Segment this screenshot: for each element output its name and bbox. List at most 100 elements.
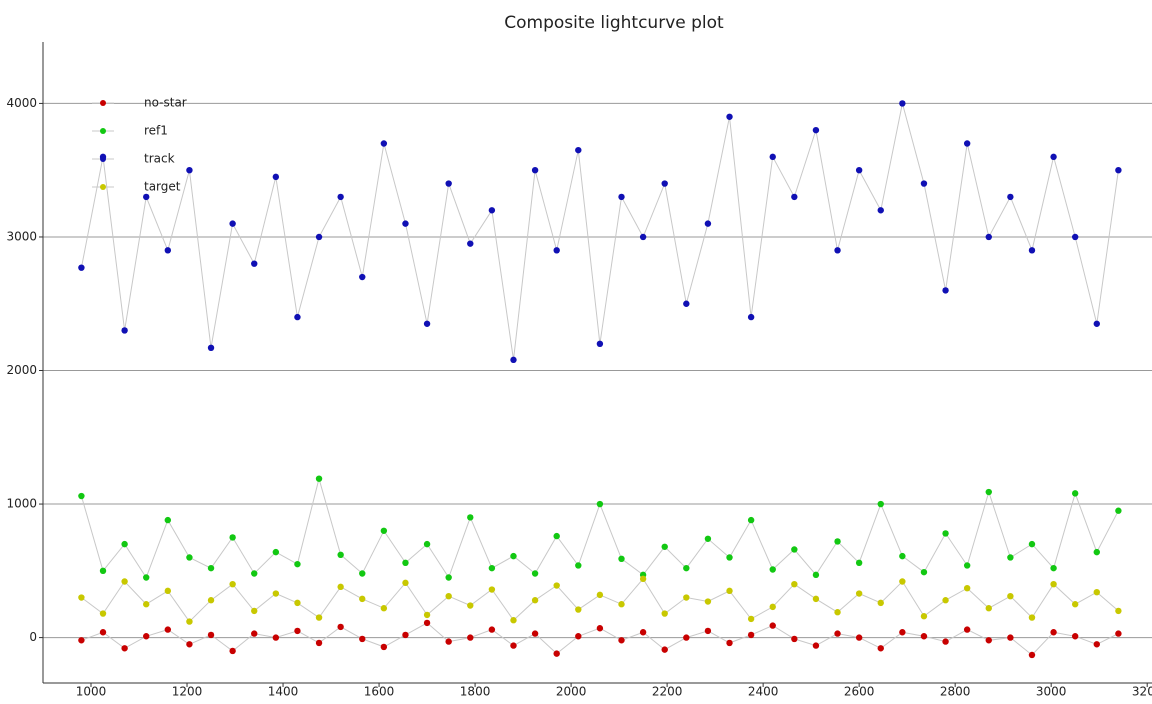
point: [143, 193, 150, 201]
point: [920, 180, 928, 187]
y-tick-label: 4000: [6, 96, 37, 110]
point: [207, 344, 215, 352]
point: [402, 579, 409, 587]
point: [661, 646, 668, 653]
point: [985, 637, 992, 644]
point: [315, 233, 323, 241]
point: [143, 633, 150, 640]
point: [1007, 193, 1014, 201]
point: [639, 575, 647, 583]
point: [445, 574, 452, 581]
chart-title: Composite lightcurve plot: [504, 13, 724, 33]
point: [423, 611, 431, 619]
point: [920, 633, 928, 640]
point: [121, 540, 128, 548]
point: [78, 637, 85, 644]
point: [143, 574, 150, 581]
point: [488, 207, 496, 214]
point: [186, 618, 193, 625]
point: [1028, 614, 1036, 621]
point: [834, 538, 841, 545]
point: [942, 530, 949, 537]
point: [963, 140, 971, 147]
legend-marker: [100, 156, 106, 162]
point: [618, 637, 625, 644]
point: [488, 586, 496, 593]
point: [704, 535, 712, 542]
point: [315, 639, 323, 647]
point: [553, 247, 560, 254]
point: [942, 597, 949, 604]
point: [942, 638, 949, 645]
point: [143, 601, 150, 608]
point: [251, 260, 258, 267]
point: [380, 140, 388, 147]
point: [726, 639, 733, 647]
x-tick-label: 1400: [268, 685, 299, 699]
point: [99, 629, 107, 636]
point: [294, 627, 301, 635]
point: [704, 627, 712, 635]
point: [877, 500, 884, 508]
x-tick-label: 1800: [460, 685, 491, 699]
point: [99, 610, 107, 617]
point: [467, 602, 474, 609]
point: [186, 554, 193, 561]
point: [877, 599, 884, 607]
point: [359, 273, 366, 281]
point: [575, 562, 582, 569]
point: [618, 601, 625, 608]
point: [510, 617, 517, 624]
point: [445, 592, 452, 600]
point: [510, 356, 517, 364]
point: [186, 167, 193, 174]
point: [1093, 641, 1100, 648]
point: [1050, 153, 1057, 161]
point: [423, 540, 431, 548]
point: [207, 631, 215, 639]
point: [337, 551, 344, 558]
point: [229, 220, 236, 227]
y-tick-label: 0: [29, 630, 37, 644]
point: [553, 532, 560, 540]
x-tick-label: 3200: [1132, 685, 1152, 699]
point: [359, 570, 366, 577]
point: [229, 534, 236, 541]
point: [467, 240, 474, 247]
point: [402, 220, 409, 227]
point: [963, 562, 971, 569]
y-tick-label: 2000: [6, 363, 37, 377]
point: [467, 514, 474, 521]
point: [164, 247, 172, 254]
point: [99, 567, 107, 575]
point: [531, 167, 539, 174]
x-tick-label: 2800: [940, 685, 971, 699]
point: [121, 578, 128, 585]
point: [747, 615, 755, 623]
point: [531, 597, 539, 604]
point: [1071, 633, 1079, 640]
point: [553, 650, 560, 657]
point: [769, 566, 776, 573]
point: [1028, 540, 1036, 548]
point: [164, 626, 172, 633]
x-tick-label: 2000: [556, 685, 587, 699]
point: [467, 634, 474, 641]
point: [1007, 634, 1014, 641]
point: [488, 626, 496, 633]
point: [769, 153, 776, 161]
x-tick-label: 2600: [844, 685, 875, 699]
legend-label: ref1: [144, 124, 168, 138]
point: [812, 126, 820, 134]
point: [985, 605, 992, 612]
point: [963, 584, 971, 592]
point: [791, 635, 798, 643]
point: [1115, 167, 1122, 174]
x-tick-label: 1600: [364, 685, 395, 699]
legend-marker: [100, 128, 106, 134]
y-tick-label: 1000: [6, 497, 37, 511]
point: [596, 340, 604, 348]
point: [251, 570, 258, 577]
point: [877, 207, 884, 214]
point: [726, 554, 733, 561]
